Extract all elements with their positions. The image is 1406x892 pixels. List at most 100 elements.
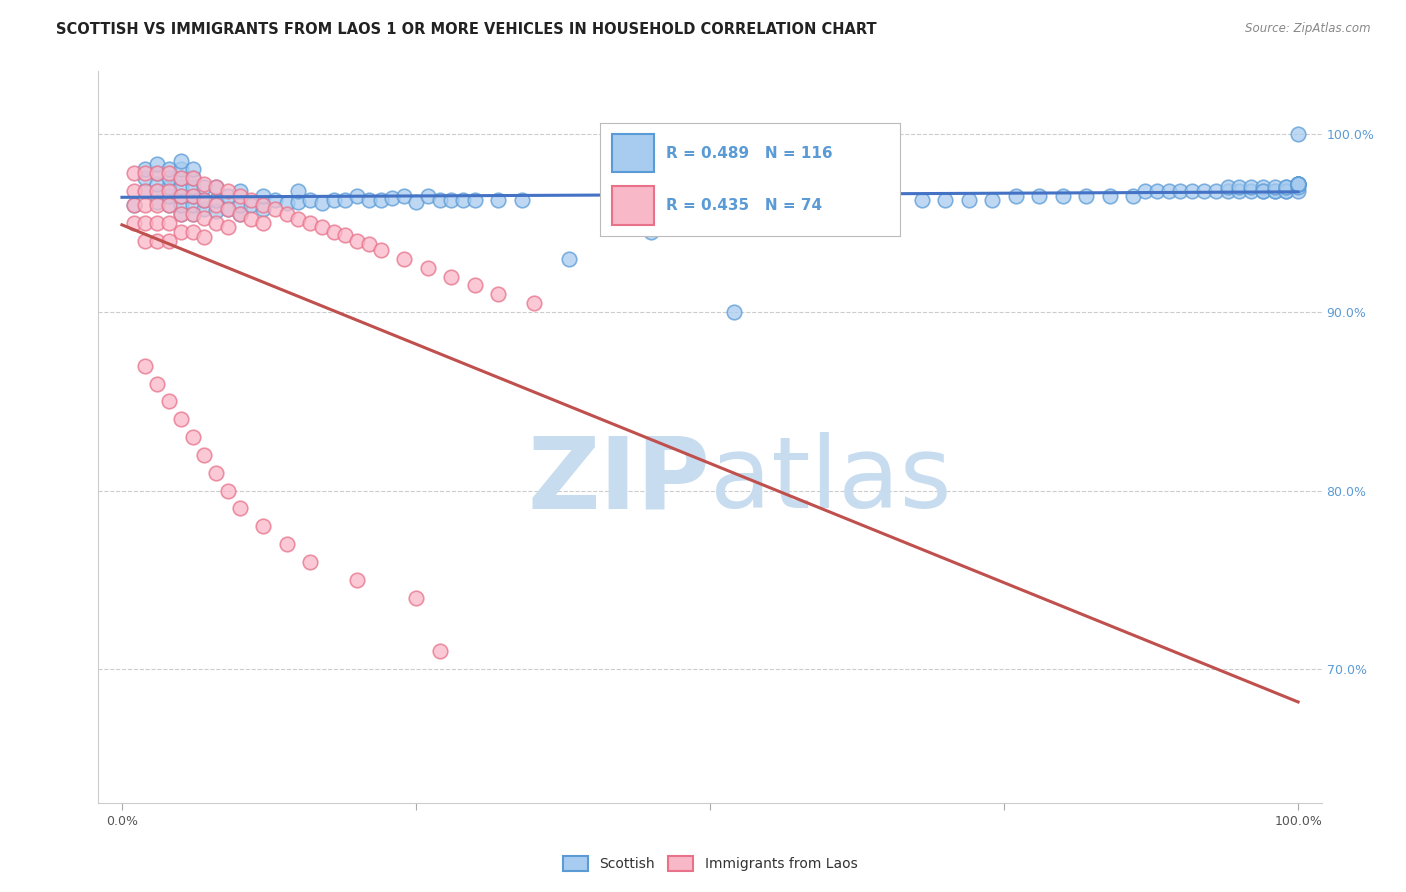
Point: [181, 207, 204, 221]
Point: [157, 180, 180, 194]
Point: [146, 198, 169, 212]
Point: [322, 225, 344, 239]
Point: [311, 196, 333, 211]
Point: [1052, 189, 1074, 203]
Point: [276, 196, 298, 211]
Point: [429, 644, 451, 658]
Point: [193, 193, 215, 207]
Point: [193, 448, 215, 462]
Point: [782, 193, 804, 207]
Point: [122, 166, 145, 180]
Point: [1286, 177, 1309, 191]
Point: [1170, 184, 1192, 198]
Point: [122, 198, 145, 212]
Point: [335, 228, 357, 243]
Point: [217, 184, 239, 198]
Point: [1076, 189, 1098, 203]
Point: [181, 189, 204, 203]
Point: [228, 184, 250, 198]
Text: Source: ZipAtlas.com: Source: ZipAtlas.com: [1246, 22, 1371, 36]
Point: [416, 189, 439, 203]
Point: [335, 193, 357, 207]
Point: [181, 225, 204, 239]
Point: [392, 189, 416, 203]
Point: [146, 216, 169, 230]
Point: [217, 483, 239, 498]
Point: [170, 207, 193, 221]
Point: [170, 189, 193, 203]
Point: [287, 194, 309, 209]
Point: [287, 212, 309, 227]
Point: [1286, 184, 1309, 198]
Point: [134, 184, 156, 198]
Point: [1286, 177, 1309, 191]
Point: [1286, 177, 1309, 191]
Point: [181, 180, 204, 194]
Point: [134, 166, 156, 180]
Point: [299, 555, 322, 569]
Point: [240, 212, 263, 227]
Point: [157, 171, 180, 186]
Point: [146, 234, 169, 248]
Point: [170, 225, 193, 239]
Point: [217, 202, 239, 216]
Point: [1028, 189, 1050, 203]
Point: [146, 376, 169, 391]
Point: [240, 193, 263, 207]
Point: [205, 193, 228, 207]
Point: [170, 171, 193, 186]
Point: [1240, 180, 1263, 194]
Point: [181, 189, 204, 203]
Point: [263, 193, 285, 207]
Point: [370, 193, 392, 207]
Point: [1286, 127, 1309, 141]
Point: [181, 162, 204, 177]
Point: [287, 184, 309, 198]
Point: [205, 216, 228, 230]
Point: [252, 202, 274, 216]
Point: [523, 296, 546, 310]
Point: [429, 193, 451, 207]
Point: [1205, 184, 1227, 198]
Point: [193, 202, 215, 216]
Text: SCOTTISH VS IMMIGRANTS FROM LAOS 1 OR MORE VEHICLES IN HOUSEHOLD CORRELATION CHA: SCOTTISH VS IMMIGRANTS FROM LAOS 1 OR MO…: [56, 22, 877, 37]
Point: [1275, 180, 1298, 194]
Point: [1146, 184, 1168, 198]
Point: [852, 193, 875, 207]
Point: [146, 184, 169, 198]
Point: [252, 198, 274, 212]
Point: [1275, 184, 1298, 198]
Point: [1251, 184, 1274, 198]
Point: [1098, 189, 1121, 203]
Point: [1286, 177, 1309, 191]
Point: [170, 171, 193, 186]
Point: [157, 198, 180, 212]
Point: [181, 171, 204, 186]
Point: [1216, 184, 1239, 198]
Point: [134, 162, 156, 177]
Point: [170, 207, 193, 221]
Point: [1157, 184, 1180, 198]
Point: [122, 216, 145, 230]
Point: [146, 166, 169, 180]
Point: [193, 177, 215, 191]
Point: [157, 184, 180, 198]
Point: [228, 207, 250, 221]
Point: [228, 198, 250, 212]
Point: [1251, 184, 1274, 198]
Point: [1286, 180, 1309, 194]
Point: [170, 189, 193, 203]
Point: [1286, 177, 1309, 191]
Point: [134, 234, 156, 248]
Point: [157, 162, 180, 177]
Point: [157, 234, 180, 248]
Point: [911, 193, 934, 207]
Point: [1264, 180, 1286, 194]
Point: [193, 211, 215, 225]
Point: [217, 189, 239, 203]
Point: [134, 359, 156, 373]
Point: [1240, 184, 1263, 198]
Point: [486, 193, 509, 207]
Point: [157, 189, 180, 203]
Point: [193, 230, 215, 244]
